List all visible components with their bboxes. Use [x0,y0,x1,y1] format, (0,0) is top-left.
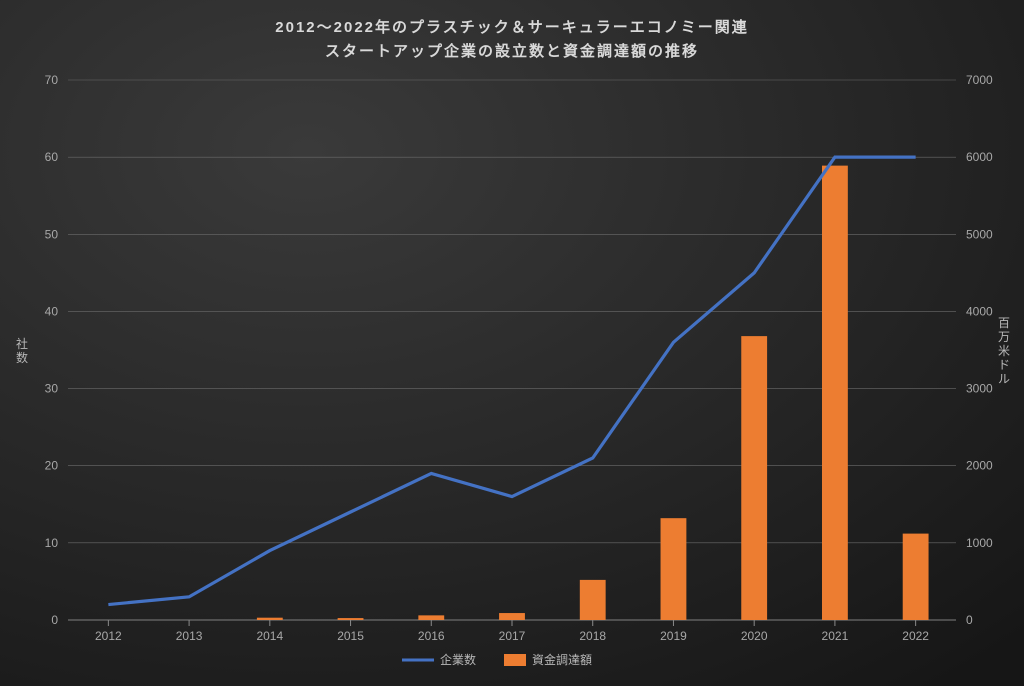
legend-bar-swatch [504,654,526,666]
y-right-tick-label: 1000 [966,536,993,550]
combo-chart: 0 10 20 30 40 50 60 70 0 1000 2000 3000 4000 5000 6000… [0,0,1024,686]
x-tick-label: 2022 [902,629,929,643]
bar [903,534,929,620]
y-left-tick-label: 10 [45,536,59,550]
y-left-tick-label: 0 [51,613,58,627]
x-tick-label: 2016 [418,629,445,643]
y-right-tick-label: 7000 [966,73,993,87]
y-left-tick-label: 70 [45,73,59,87]
y-right-tick-label: 4000 [966,304,993,318]
chart-background [0,0,1024,686]
bar [580,580,606,620]
legend-label: 企業数 [440,652,476,667]
bar [741,336,767,620]
bar [338,618,364,620]
chart-title-line2: スタートアップ企業の設立数と資金調達額の推移 [325,42,699,60]
x-tick-label: 2019 [660,629,687,643]
y-right-tick-label: 0 [966,613,973,627]
y-right-tick-label: 5000 [966,227,993,241]
y-left-tick-label: 20 [45,459,59,473]
bar [257,618,283,620]
x-tick-label: 2013 [176,629,203,643]
y-right-tick-label: 2000 [966,459,993,473]
svg-text:米: 米 [998,344,1010,358]
x-tick-label: 2014 [256,629,283,643]
svg-text:百: 百 [998,316,1010,330]
y-left-tick-label: 50 [45,227,59,241]
y-right-tick-label: 6000 [966,150,993,164]
svg-text:ル: ル [998,372,1010,386]
y-left-tick-label: 30 [45,382,59,396]
x-tick-label: 2021 [822,629,849,643]
svg-text:万: 万 [998,330,1010,344]
x-tick-label: 2012 [95,629,122,643]
svg-text:社: 社 [16,336,28,351]
x-tick-label: 2015 [337,629,364,643]
y-right-tick-label: 3000 [966,382,993,396]
svg-text:ド: ド [998,358,1010,372]
legend-label: 資金調達額 [532,652,592,667]
bar [499,613,525,620]
chart-root: 0 10 20 30 40 50 60 70 0 1000 2000 3000 4000 5000 6000… [0,0,1024,686]
y-left-tick-label: 60 [45,150,59,164]
y-left-tick-label: 40 [45,304,59,318]
svg-text:数: 数 [16,350,28,365]
bar [822,166,848,620]
x-tick-label: 2017 [499,629,526,643]
x-tick-label: 2018 [579,629,606,643]
y-right-axis-label: 百万米ドル [998,316,1010,386]
y-left-axis-label: 社数 [16,336,28,365]
chart-title-line1: 2012～2022年のプラスチック＆サーキュラーエコノミー関連 [275,18,748,36]
bar [661,518,687,620]
bar [418,615,444,620]
x-tick-label: 2020 [741,629,768,643]
